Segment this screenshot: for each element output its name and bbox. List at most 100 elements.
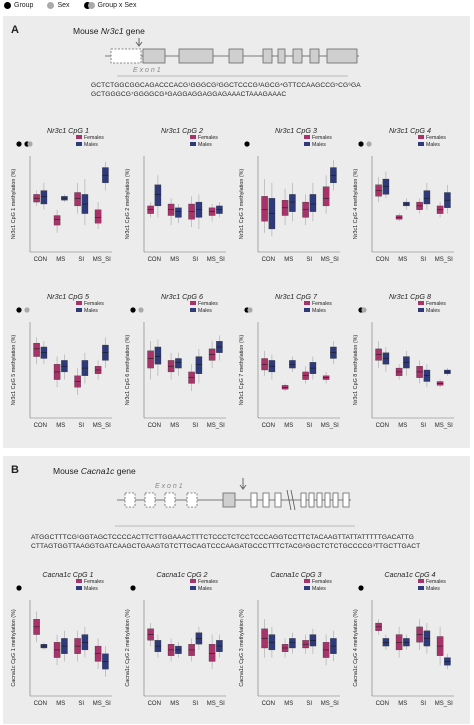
x-tick-label: CON	[262, 257, 275, 263]
legend-label: Males	[426, 308, 440, 314]
box-males	[423, 364, 431, 388]
exon	[250, 492, 258, 508]
x-tick-label: MS_SI	[435, 257, 453, 263]
x-tick-label: CON	[262, 701, 275, 707]
exon	[324, 492, 331, 508]
box-females	[416, 619, 423, 650]
effect-marker	[358, 141, 364, 147]
x-tick-label: CON	[376, 257, 389, 263]
legend-label: Females	[426, 579, 446, 585]
box-females	[375, 619, 382, 635]
chart-title: Cacna1c CpG 4	[384, 570, 435, 579]
box-iqr	[94, 209, 102, 224]
box-males	[154, 339, 162, 376]
x-tick-label: CON	[34, 701, 47, 707]
box-iqr	[53, 215, 61, 226]
sex-dot-icon	[24, 307, 30, 313]
x-tick-label: MS_SI	[435, 423, 453, 429]
legend-label: Females	[84, 579, 104, 585]
chart-title: Nr3c1 CpG 7	[275, 292, 318, 301]
legend-swatch	[190, 135, 196, 139]
box-iqr	[261, 196, 268, 222]
x-tick-label: MS	[170, 257, 179, 263]
chart-title: Nr3c1 CpG 5	[47, 292, 90, 301]
legend-label: Females	[312, 301, 332, 307]
x-tick-label: SI	[420, 701, 426, 707]
box-males	[268, 626, 276, 658]
legend-swatch	[418, 586, 424, 590]
legend-label: Males	[84, 586, 98, 592]
legend-swatch	[418, 308, 424, 312]
x-tick-label: SI	[78, 701, 84, 707]
box-iqr	[154, 184, 162, 207]
box-iqr	[195, 356, 203, 374]
box-males	[102, 161, 109, 191]
box-females	[322, 634, 330, 666]
legend-label: Males	[426, 142, 440, 148]
x-tick-label: MS	[56, 701, 65, 707]
legend-swatch	[76, 301, 82, 305]
box-iqr	[322, 186, 330, 207]
box-females	[188, 638, 195, 662]
box-females	[94, 202, 102, 229]
box-females	[53, 356, 61, 388]
x-tick-label: MS	[398, 257, 407, 263]
x-tick-label: SI	[78, 257, 84, 263]
legend-swatch	[76, 142, 82, 146]
x-tick-label: SI	[192, 423, 198, 429]
gene-structure-diagram: E x o n 1	[105, 38, 359, 77]
box-females	[375, 341, 382, 369]
box-males	[175, 642, 182, 658]
box-females	[33, 611, 40, 643]
x-tick-label: MS	[284, 701, 293, 707]
x-tick-label: MS	[170, 423, 179, 429]
y-axis-label: Nr3c1 CpG 2 methylation (%)	[125, 169, 131, 240]
cpg-arrow-icon	[135, 38, 143, 47]
x-tick-label: CON	[262, 423, 275, 429]
legend-label: Males	[426, 586, 440, 592]
x-tick-label: MS	[398, 701, 407, 707]
box-females	[147, 341, 154, 380]
effect-marker	[244, 307, 253, 313]
box-males	[61, 630, 68, 662]
group-dot-icon	[358, 141, 364, 147]
box-iqr	[175, 358, 182, 369]
x-tick-label: SI	[192, 257, 198, 263]
legend-swatch	[190, 586, 196, 590]
box-males	[81, 626, 89, 658]
x-tick-label: SI	[306, 257, 312, 263]
y-axis-label: Nr3c1 CpG 1 methylation (%)	[11, 169, 17, 240]
x-tick-label: MS	[284, 257, 293, 263]
box-males	[444, 368, 451, 376]
legend-label: Males	[198, 308, 212, 314]
exon-1-box	[222, 492, 236, 508]
legend-swatch	[418, 579, 424, 583]
legend-label: Males	[84, 142, 98, 148]
effect-marker	[16, 141, 22, 147]
box-males	[268, 182, 276, 237]
legend-label: Females	[198, 579, 218, 585]
sex-dot-icon	[27, 141, 33, 147]
exon-1-box	[142, 48, 166, 64]
box-males	[382, 634, 390, 650]
box-females	[416, 198, 423, 214]
exon	[332, 492, 339, 508]
legend-label: Males	[312, 586, 326, 592]
box-iqr	[289, 638, 296, 649]
box-females	[261, 619, 268, 658]
box-females	[188, 364, 195, 392]
legend-label: Males	[312, 142, 326, 148]
legend-swatch	[190, 579, 196, 583]
group-x-sex-dot-icon	[83, 2, 95, 9]
exon	[308, 492, 315, 508]
box-males	[403, 350, 410, 376]
x-tick-label: SI	[306, 423, 312, 429]
box-females	[302, 194, 309, 226]
exon	[342, 492, 350, 508]
chart-title: Cacna1c CpG 2	[156, 570, 207, 579]
box-females	[94, 360, 102, 380]
x-tick-label: MS	[284, 423, 293, 429]
